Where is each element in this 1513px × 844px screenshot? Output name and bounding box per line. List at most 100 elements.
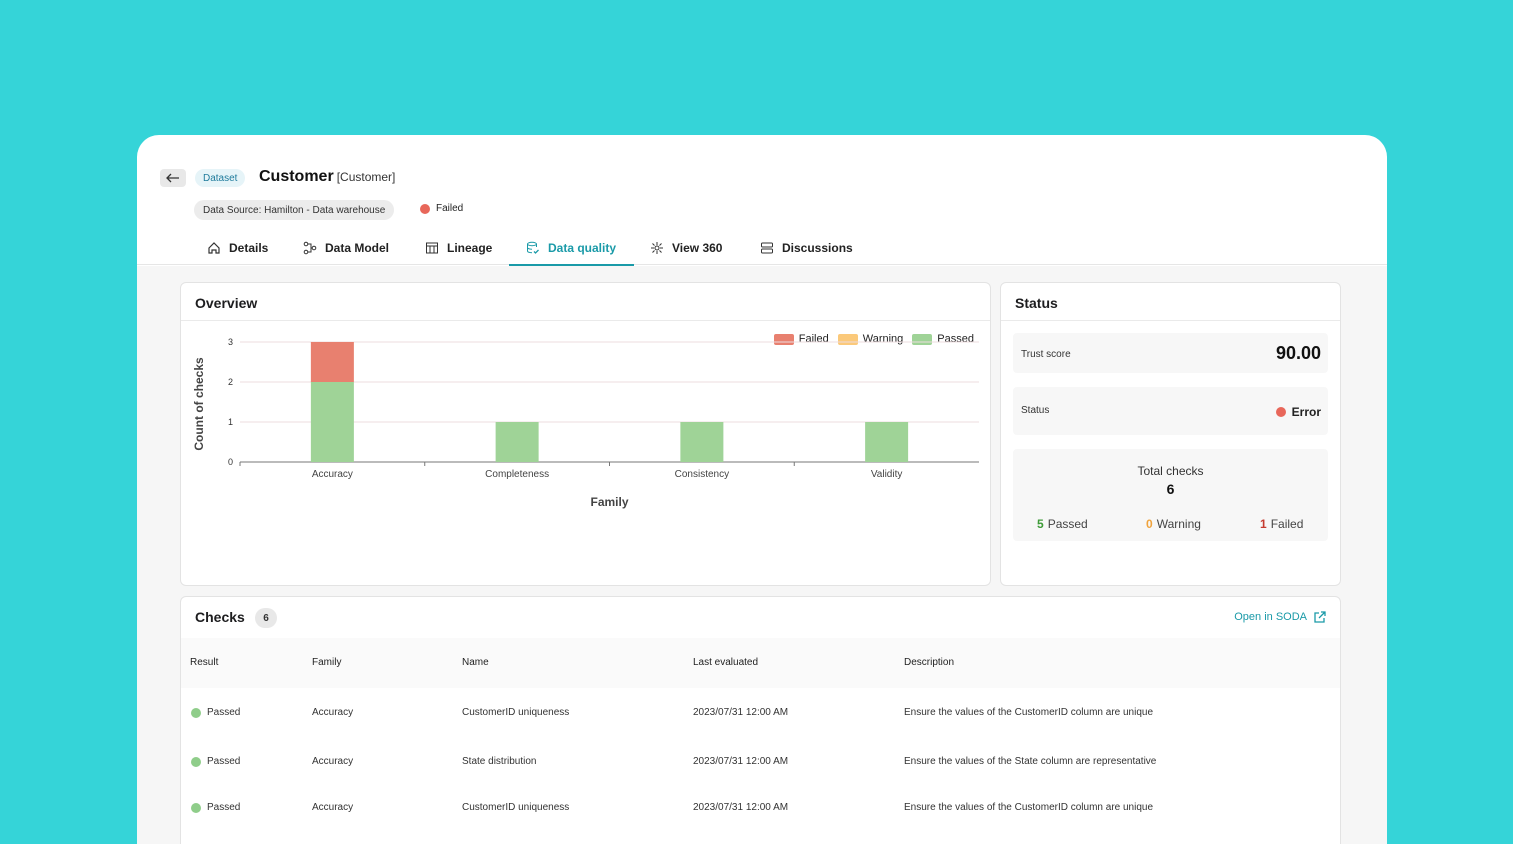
status-row: Status Error: [1013, 387, 1328, 435]
tab-details[interactable]: Details: [207, 231, 268, 265]
passed-label: Passed: [1047, 517, 1088, 531]
x-tick-label: Validity: [871, 469, 903, 480]
last-evaluated-cell: 2023/07/31 12:00 AM: [693, 802, 789, 813]
tab-data-quality[interactable]: Data quality: [526, 231, 616, 265]
result-cell: Passed: [191, 756, 240, 767]
legend-swatch: [837, 333, 858, 345]
tab-label: Data Model: [325, 241, 390, 255]
status-value: Error: [1275, 405, 1321, 419]
trust-score-value: 90.00: [1275, 343, 1321, 363]
status-title: Status: [1015, 295, 1058, 311]
overview-title: Overview: [195, 295, 258, 311]
family-cell: Accuracy: [312, 756, 354, 767]
table-row[interactable]: Passed Accuracy CustomerID uniqueness 20…: [181, 689, 1340, 737]
description-cell: Ensure the values of the CustomerID colu…: [904, 707, 1154, 718]
column-header-last-evaluated[interactable]: Last evaluated: [693, 657, 759, 668]
view-360-icon: [651, 242, 663, 254]
checks-count-badge: 6: [255, 608, 277, 628]
table-header: Result Family Name Last evaluated Descri…: [181, 638, 1340, 688]
tab-label: View 360: [672, 241, 723, 255]
y-tick-label: 3: [228, 337, 233, 347]
y-tick-label: 0: [228, 457, 233, 467]
app-window: Dataset Customer [Customer] Data Source: …: [137, 135, 1387, 844]
tab-label: Data quality: [548, 241, 617, 255]
total-checks-value: 6: [1166, 481, 1175, 497]
page-header: Dataset Customer [Customer] Data Source: …: [137, 135, 1387, 266]
warning-count: 0 Warning: [1146, 517, 1201, 531]
total-checks-panel: Total checks 6 5 Passed 0 Warning 1 Failed: [1013, 449, 1328, 541]
status-text: Failed: [436, 203, 464, 214]
result-text: Passed: [207, 756, 241, 767]
tab-discussions[interactable]: Discussions: [760, 231, 853, 265]
failed-count: 1 Failed: [1260, 517, 1303, 531]
tab-label: Lineage: [447, 241, 493, 255]
passed-dot-icon: [191, 756, 201, 767]
trust-score-label: Trust score: [1021, 349, 1071, 360]
warning-number: 0: [1146, 517, 1153, 531]
stacked-bar-chart: 0 1 2 3 Accuracy Completeness Consistency Valid…: [192, 337, 979, 509]
total-checks-label: Total checks: [1137, 464, 1204, 478]
column-header-result[interactable]: Result: [190, 657, 219, 668]
failed-label: Failed: [1270, 517, 1304, 531]
last-evaluated-cell: 2023/07/31 12:00 AM: [693, 707, 789, 718]
open-in-soda-link[interactable]: Open in SODA: [1234, 610, 1327, 624]
main-content: Overview Failed Warning Passed 0 1 2 3 Accur…: [137, 266, 1387, 844]
status-card: Status Trust score 90.00 Status Error To…: [1000, 282, 1341, 586]
description-cell: Ensure the values of the CustomerID colu…: [904, 802, 1154, 813]
family-cell: Accuracy: [312, 802, 354, 813]
x-axis-label: Family: [590, 495, 628, 509]
table-row[interactable]: Passed Accuracy State distribution 2023/…: [181, 738, 1340, 786]
discussions-icon: [761, 242, 773, 254]
description-cell: Ensure the values of the State column ar…: [904, 756, 1157, 767]
data-source-chip[interactable]: Data Source: Hamilton - Data warehouse: [194, 200, 395, 220]
family-cell: Accuracy: [312, 707, 354, 718]
x-tick-label: Accuracy: [312, 469, 353, 480]
status-value-text: Error: [1291, 405, 1321, 419]
last-evaluated-cell: 2023/07/31 12:00 AM: [693, 756, 789, 767]
failed-number: 1: [1260, 517, 1267, 531]
passed-dot-icon: [191, 707, 201, 718]
status-dot-icon: [420, 203, 430, 214]
external-link-icon: [1314, 611, 1326, 623]
name-cell: State distribution: [462, 756, 537, 767]
tab-label: Details: [229, 241, 269, 255]
column-header-name[interactable]: Name: [462, 657, 489, 668]
column-header-family[interactable]: Family: [312, 657, 342, 668]
bar-passed: [310, 382, 354, 462]
legend-swatch: [773, 333, 794, 345]
passed-count: 5 Passed: [1037, 517, 1088, 531]
bar-passed: [495, 422, 539, 462]
active-tab-indicator: [509, 264, 634, 266]
legend-swatch: [912, 333, 933, 345]
passed-number: 5: [1037, 517, 1044, 531]
title-sub: [Customer]: [336, 170, 396, 184]
x-tick-label: Consistency: [675, 469, 729, 480]
status-badge: Failed: [420, 203, 463, 214]
database-check-icon: [527, 241, 539, 254]
name-cell: CustomerID uniqueness: [462, 802, 570, 813]
name-cell: CustomerID uniqueness: [462, 707, 570, 718]
result-cell: Passed: [191, 707, 240, 718]
tab-label: Discussions: [782, 241, 853, 255]
checks-title: Checks: [195, 609, 245, 625]
back-button[interactable]: [160, 169, 186, 187]
result-text: Passed: [207, 707, 241, 718]
overview-card: Overview Failed Warning Passed 0 1 2 3 Accur…: [180, 282, 991, 586]
result-cell: Passed: [191, 802, 240, 813]
tab-bar: Details Data Model Lineage Data quality …: [137, 231, 1387, 266]
arrow-left-icon: [166, 173, 179, 183]
lineage-icon: [426, 242, 438, 254]
table-row[interactable]: Passed Accuracy CustomerID uniqueness 20…: [181, 784, 1340, 832]
y-tick-label: 2: [228, 377, 233, 387]
home-icon: [208, 242, 220, 254]
card-divider: [181, 320, 990, 321]
dataset-badge: Dataset: [195, 169, 246, 187]
tab-view-360[interactable]: View 360: [650, 231, 722, 265]
tab-data-model[interactable]: Data Model: [303, 231, 389, 265]
tab-lineage[interactable]: Lineage: [425, 231, 492, 265]
column-header-description[interactable]: Description: [904, 657, 955, 668]
passed-dot-icon: [191, 802, 201, 813]
result-text: Passed: [207, 802, 241, 813]
card-divider: [1001, 320, 1340, 321]
open-in-soda-label: Open in SODA: [1234, 611, 1307, 623]
